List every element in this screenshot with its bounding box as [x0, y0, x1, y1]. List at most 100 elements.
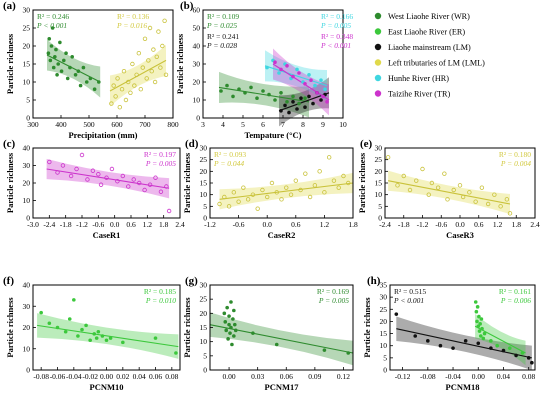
- fit-line: [278, 92, 330, 112]
- data-point: [92, 332, 97, 336]
- data-point: [255, 206, 260, 211]
- y-tick-label: 10: [375, 190, 383, 199]
- x-tick-label: -1.8: [398, 220, 410, 229]
- panel-b: (b) 3 4 5 6 7 8 9 10 0 10 20 30 40 50 60 Tempature (°C) P…: [175, 0, 353, 140]
- r2-annotation: R² = 0.166: [321, 12, 353, 21]
- y-tick-label: 15: [375, 179, 383, 188]
- data-point: [309, 78, 313, 82]
- x-tick-label: 400: [55, 120, 67, 129]
- data-point: [291, 94, 295, 99]
- data-point: [222, 311, 227, 316]
- data-point: [76, 334, 80, 338]
- y-tick-label: 5: [203, 351, 207, 360]
- data-point: [279, 67, 283, 72]
- data-point: [55, 73, 59, 77]
- data-point: [341, 173, 346, 179]
- x-axis-label: CaseR2: [268, 230, 296, 240]
- data-point: [62, 58, 66, 63]
- data-point: [250, 192, 256, 197]
- data-point: [47, 37, 52, 41]
- data-point: [164, 184, 169, 189]
- panel-c: (c) -3.0 -2.4 -1.8 -1.2 -0.6 0.0 0.6 1.2 1.8 2.4 0 1…: [3, 138, 185, 240]
- y-tick-label: 15: [380, 329, 388, 338]
- data-point: [158, 65, 163, 70]
- data-point: [136, 51, 142, 56]
- data-point: [134, 72, 139, 77]
- y-tick-label: 40: [193, 42, 201, 51]
- y-tick-label: 25: [380, 305, 388, 314]
- data-point: [478, 322, 482, 326]
- data-point: [526, 356, 531, 360]
- data-point: [451, 346, 455, 350]
- data-point: [273, 98, 277, 102]
- legend-marker: [374, 74, 382, 82]
- x-tick-label: 0.00: [100, 372, 113, 381]
- legend-label: Left tributaries of LM (LML): [388, 59, 485, 68]
- y-tick-label: 20: [200, 309, 208, 318]
- legend-label: West Liaohe River (WR): [388, 12, 470, 21]
- x-tick-label: 0.00: [223, 372, 236, 381]
- x-tick-label: 4: [221, 120, 225, 129]
- x-tick-label: 0.6: [474, 220, 484, 229]
- data-point: [288, 192, 294, 197]
- x-tick-label: 0.00: [472, 372, 485, 381]
- r2-annotation: R² = 0.093: [214, 150, 246, 159]
- y-tick-label: 30: [23, 6, 31, 15]
- data-point: [136, 180, 142, 186]
- data-point: [55, 170, 60, 175]
- data-point: [162, 18, 167, 23]
- y-tick-label: 20: [23, 42, 31, 51]
- y-tick-label: 20: [23, 323, 31, 332]
- data-point: [299, 96, 303, 100]
- data-point: [147, 182, 153, 187]
- y-tick-label: 30: [193, 60, 201, 69]
- data-point: [79, 152, 85, 158]
- y-tick-label: 20: [193, 78, 201, 87]
- x-tick-label: 1.2: [493, 220, 503, 229]
- x-tick-label: 1.2: [143, 220, 153, 229]
- data-point: [67, 317, 72, 321]
- r2-annotation: R² = 0.180: [499, 150, 531, 159]
- y-tick-label: 20: [200, 167, 208, 176]
- data-point: [291, 74, 295, 79]
- data-point: [121, 68, 127, 74]
- p-annotation: P = 0.016: [116, 21, 147, 30]
- fit-line: [474, 325, 526, 354]
- x-tick-label: 300: [27, 120, 39, 129]
- x-tick-label: 800: [167, 120, 179, 129]
- fit-line: [219, 182, 354, 200]
- x-tick-label: 0.08: [165, 372, 178, 381]
- y-tick-label: 0: [196, 114, 200, 123]
- x-axis-label: CaseR3: [446, 230, 474, 240]
- y-tick-label: 30: [23, 161, 31, 170]
- y-axis-label: Particle richness: [5, 297, 15, 358]
- data-point: [322, 348, 327, 352]
- data-point: [457, 183, 463, 188]
- x-tick-label: -0.6: [435, 220, 447, 229]
- data-point: [63, 329, 68, 334]
- x-tick-label: -0.6: [233, 220, 245, 229]
- data-point: [68, 65, 72, 70]
- data-point: [80, 327, 84, 332]
- y-tick-label: 0: [26, 214, 30, 223]
- r2-annotation: R² = 0.161: [499, 287, 531, 296]
- y-tick-label: 40: [23, 281, 31, 290]
- data-point: [154, 54, 159, 59]
- data-point: [115, 179, 120, 184]
- data-point: [47, 321, 52, 326]
- y-tick-label: 15: [200, 323, 208, 332]
- legend-label: Taizihe River (TR): [388, 90, 450, 99]
- data-point: [229, 300, 233, 304]
- y-axis-label: Particle richness: [357, 152, 367, 213]
- data-point: [331, 178, 337, 183]
- data-point: [98, 182, 104, 187]
- data-point: [283, 103, 287, 108]
- data-point: [520, 351, 525, 355]
- r2-annotation: R² = 0.246: [37, 12, 69, 21]
- panel-label: (d): [185, 138, 199, 150]
- data-point: [123, 97, 129, 103]
- data-point: [445, 197, 450, 202]
- y-tick-label: 30: [380, 293, 388, 302]
- y-tick-label: 20: [23, 179, 31, 188]
